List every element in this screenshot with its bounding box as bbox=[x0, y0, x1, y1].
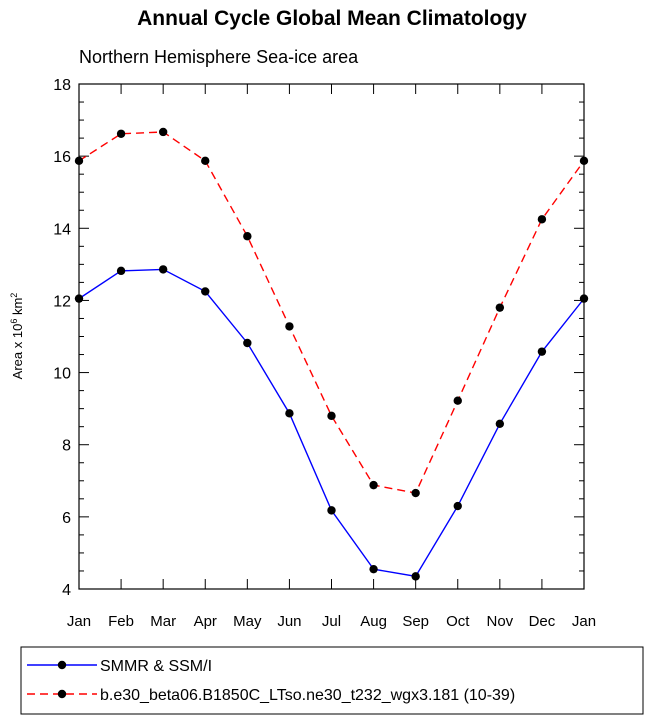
series-2-point bbox=[495, 303, 505, 312]
chart-subtitle: Northern Hemisphere Sea-ice area bbox=[79, 47, 359, 67]
y-tick-label: 18 bbox=[53, 77, 71, 94]
series-group bbox=[74, 127, 589, 581]
series-1-point bbox=[74, 294, 84, 303]
series-1-point bbox=[579, 294, 589, 303]
series-2-point bbox=[74, 156, 84, 166]
x-tick-label: Nov bbox=[486, 613, 513, 630]
series-line-1 bbox=[78, 268, 585, 578]
series-1-point bbox=[285, 409, 294, 418]
y-tick-label: 16 bbox=[53, 149, 71, 166]
legend-label-1: SMMR & SSM/I bbox=[100, 658, 212, 675]
series-2-point bbox=[369, 480, 378, 490]
x-tick-label: Feb bbox=[108, 613, 134, 630]
series-2-point bbox=[243, 232, 252, 241]
series-1-point bbox=[411, 572, 420, 581]
series-2-point bbox=[158, 127, 168, 137]
series-2-point bbox=[116, 129, 126, 138]
series-1-point bbox=[537, 347, 547, 356]
x-tick-label: Jan bbox=[67, 613, 91, 630]
x-tick-label: Sep bbox=[402, 613, 429, 630]
y-tick-label: 4 bbox=[62, 582, 71, 599]
y-tick-label: 12 bbox=[53, 293, 71, 310]
series-2-point bbox=[411, 488, 420, 498]
series-2-point bbox=[453, 396, 462, 405]
legend-marker-1 bbox=[57, 660, 67, 670]
series-2-point bbox=[285, 322, 294, 331]
series-1-point bbox=[201, 287, 210, 296]
x-tick-label: Jun bbox=[277, 613, 301, 630]
x-tick-label: Aug bbox=[360, 613, 387, 630]
legend: SMMR & SSM/I b.e30_beta06.B1850C_LTso.ne3… bbox=[20, 646, 644, 715]
series-2-point bbox=[327, 411, 336, 421]
series-1-point bbox=[453, 501, 462, 511]
x-tick-label: Oct bbox=[446, 613, 470, 630]
series-2-point bbox=[579, 156, 589, 166]
legend-marker-2 bbox=[57, 689, 67, 699]
x-tick-label: Apr bbox=[194, 613, 217, 630]
series-line-2 bbox=[78, 131, 585, 494]
legend-box bbox=[20, 646, 644, 715]
series-2-point bbox=[201, 156, 210, 166]
y-tick-label: 6 bbox=[62, 510, 71, 527]
chart-title: Annual Cycle Global Mean Climatology bbox=[137, 7, 527, 30]
y-tick-label: 14 bbox=[53, 221, 71, 238]
x-tick-label: May bbox=[233, 613, 262, 630]
y-axis-label: Area x 106 km2 bbox=[9, 293, 25, 380]
x-tick-label: Dec bbox=[529, 613, 556, 630]
axes: 4 6 8 10 12 14 16 18 Jan Feb Mar Apr May Jun Jul Aug Sep… bbox=[53, 77, 596, 630]
legend-label-2: b.e30_beta06.B1850C_LTso.ne30_t232_wgx3.… bbox=[100, 687, 515, 704]
series-1-point bbox=[116, 266, 126, 276]
series-1-point bbox=[243, 338, 252, 348]
x-tick-label: Jul bbox=[322, 613, 341, 630]
series-2-point bbox=[537, 215, 547, 224]
series-1-point bbox=[369, 564, 378, 574]
series-1-point bbox=[327, 506, 336, 515]
y-tick-label: 8 bbox=[62, 438, 71, 455]
x-tick-label: Mar bbox=[150, 613, 176, 630]
y-tick-label: 10 bbox=[53, 366, 71, 383]
series-1-point bbox=[158, 265, 168, 274]
series-1-point bbox=[495, 419, 505, 428]
x-tick-label: Jan bbox=[572, 613, 596, 630]
